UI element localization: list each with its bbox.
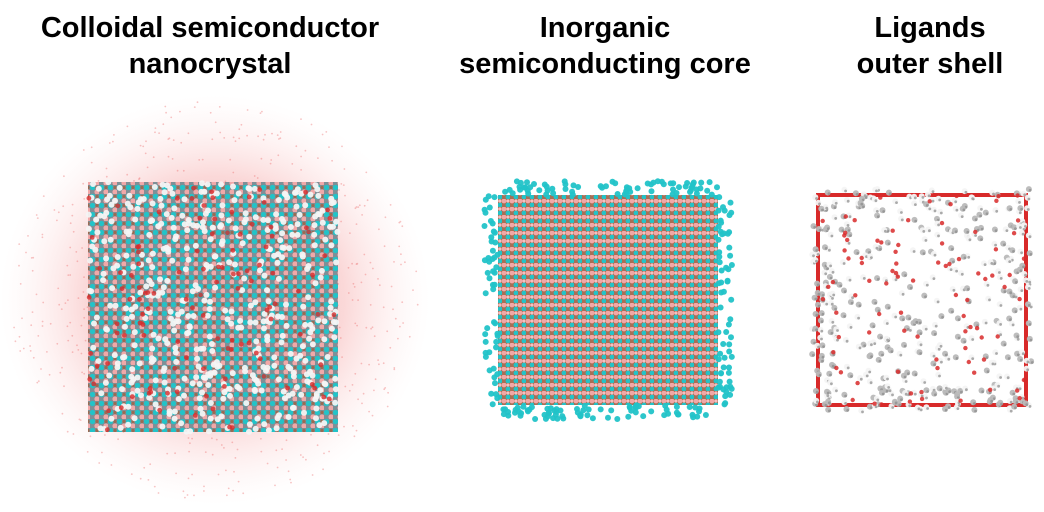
core-lattice xyxy=(498,195,718,405)
ligands-panel xyxy=(790,95,1044,512)
ligands-title-line1: Ligands xyxy=(874,12,986,44)
nanocrystal-panel xyxy=(0,95,430,512)
core-panel xyxy=(470,95,750,512)
inorganic-core-icon xyxy=(481,178,735,422)
core-title: Inorganic semiconducting core xyxy=(450,10,760,82)
core-title-line1: Inorganic xyxy=(539,12,671,44)
ligand-shell-icon xyxy=(809,186,1035,414)
nanocrystal-full-icon xyxy=(0,95,430,505)
nanocrystal-title-line1: Colloidal semiconductor xyxy=(40,12,380,44)
surface-ligands xyxy=(85,179,341,435)
surface-cations xyxy=(481,178,735,422)
ligands-title: Ligands outer shell xyxy=(815,10,1044,82)
nanocrystal-title-line2: nanocrystal xyxy=(128,48,292,80)
ligands-title-line2: outer shell xyxy=(856,48,1004,80)
shell-ligands xyxy=(809,186,1035,414)
nanocrystal-title: Colloidal semiconductor nanocrystal xyxy=(20,10,400,82)
core-title-line2: semiconducting core xyxy=(459,48,751,80)
